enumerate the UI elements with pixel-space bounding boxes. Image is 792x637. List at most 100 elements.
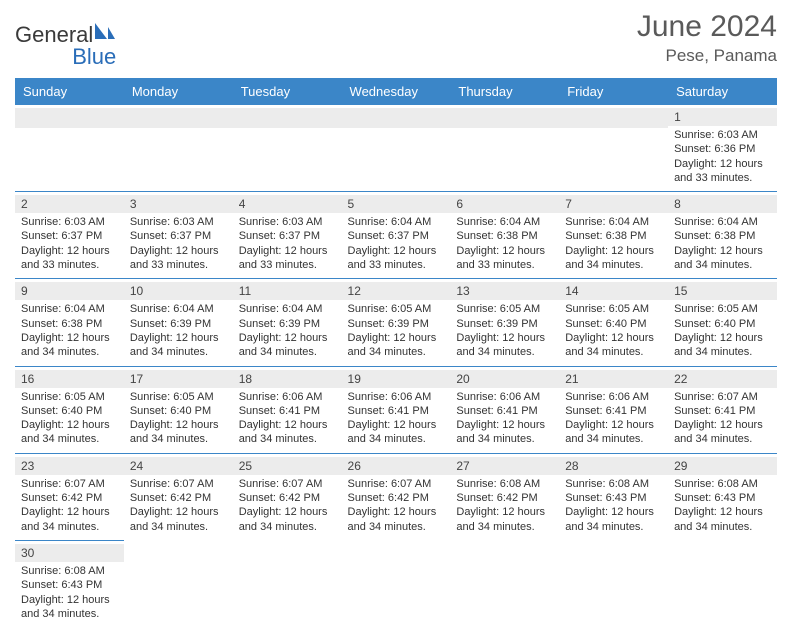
day-number bbox=[342, 108, 451, 128]
day-number: 4 bbox=[233, 195, 342, 213]
sunset: Sunset: 6:37 PM bbox=[348, 229, 445, 243]
calendar-day: 23 Sunrise: 6:07 AMSunset: 6:42 PMDayligh… bbox=[15, 453, 124, 540]
sunrise: Sunrise: 6:03 AM bbox=[21, 215, 118, 229]
sunrise: Sunrise: 6:07 AM bbox=[348, 477, 445, 491]
sunrise: Sunrise: 6:05 AM bbox=[674, 302, 771, 316]
calendar-day: 5Sunrise: 6:04 AMSunset: 6:37 PMDaylight… bbox=[342, 192, 451, 279]
calendar-week: 30Sunrise: 6:08 AMSunset: 6:43 PMDayligh… bbox=[15, 540, 777, 627]
day-info: Sunrise: 6:06 AMSunset: 6:41 PMDaylight:… bbox=[348, 390, 445, 447]
calendar-day bbox=[233, 540, 342, 627]
day-number: 11 bbox=[233, 282, 342, 300]
sunset: Sunset: 6:42 PM bbox=[239, 491, 336, 505]
weekday-header: Thursday bbox=[450, 78, 559, 105]
sunrise: Sunrise: 6:06 AM bbox=[348, 390, 445, 404]
sunrise: Sunrise: 6:07 AM bbox=[130, 477, 227, 491]
sunrise: Sunrise: 6:07 AM bbox=[21, 477, 118, 491]
sunset: Sunset: 6:39 PM bbox=[456, 317, 553, 331]
day-number bbox=[124, 543, 233, 563]
daylight: Daylight: 12 hours and 34 minutes. bbox=[21, 505, 118, 534]
sunrise: Sunrise: 6:05 AM bbox=[565, 302, 662, 316]
day-info: Sunrise: 6:07 AMSunset: 6:41 PMDaylight:… bbox=[674, 390, 771, 447]
day-number: 26 bbox=[342, 457, 451, 475]
daylight: Daylight: 12 hours and 34 minutes. bbox=[239, 331, 336, 360]
day-number bbox=[559, 108, 668, 128]
sunrise: Sunrise: 6:04 AM bbox=[456, 215, 553, 229]
calendar-day: 3 Sunrise: 6:03 AMSunset: 6:37 PMDaylight… bbox=[124, 192, 233, 279]
calendar-day: 24Sunrise: 6:07 AMSunset: 6:42 PMDayligh… bbox=[124, 453, 233, 540]
calendar-day: 9Sunrise: 6:04 AMSunset: 6:38 PMDaylight… bbox=[15, 279, 124, 366]
daylight: Daylight: 12 hours and 33 minutes. bbox=[348, 244, 445, 273]
day-info: Sunrise: 6:05 AMSunset: 6:40 PMDaylight:… bbox=[565, 302, 662, 359]
day-number: 13 bbox=[450, 282, 559, 300]
calendar-day bbox=[450, 105, 559, 192]
sunset: Sunset: 6:36 PM bbox=[674, 142, 771, 156]
calendar-day bbox=[342, 540, 451, 627]
day-number: 18 bbox=[233, 370, 342, 388]
calendar-table: SundayMondayTuesdayWednesdayThursdayFrid… bbox=[15, 78, 777, 627]
day-info: Sunrise: 6:06 AMSunset: 6:41 PMDaylight:… bbox=[239, 390, 336, 447]
sunset: Sunset: 6:37 PM bbox=[130, 229, 227, 243]
day-number bbox=[124, 108, 233, 128]
sunrise: Sunrise: 6:05 AM bbox=[130, 390, 227, 404]
sunset: Sunset: 6:41 PM bbox=[565, 404, 662, 418]
calendar-day: 27Sunrise: 6:08 AMSunset: 6:42 PMDayligh… bbox=[450, 453, 559, 540]
calendar-day: 25Sunrise: 6:07 AMSunset: 6:42 PMDayligh… bbox=[233, 453, 342, 540]
calendar-day: 16Sunrise: 6:05 AMSunset: 6:40 PMDayligh… bbox=[15, 366, 124, 453]
day-info: Sunrise: 6:04 AMSunset: 6:39 PMDaylight:… bbox=[239, 302, 336, 359]
day-number: 22 bbox=[668, 370, 777, 388]
sunrise: Sunrise: 6:08 AM bbox=[456, 477, 553, 491]
title-block: June 2024 Pese, Panama bbox=[637, 10, 777, 66]
calendar-day: 1Sunrise: 6:03 AMSunset: 6:36 PMDaylight… bbox=[668, 105, 777, 192]
day-number: 30 bbox=[15, 544, 124, 562]
day-info: Sunrise: 6:04 AMSunset: 6:38 PMDaylight:… bbox=[456, 215, 553, 272]
day-info: Sunrise: 6:05 AMSunset: 6:40 PMDaylight:… bbox=[130, 390, 227, 447]
calendar-day bbox=[559, 540, 668, 627]
day-number bbox=[450, 108, 559, 128]
sunrise: Sunrise: 6:03 AM bbox=[239, 215, 336, 229]
month-title: June 2024 bbox=[637, 10, 777, 44]
day-number: 25 bbox=[233, 457, 342, 475]
sunset: Sunset: 6:42 PM bbox=[21, 491, 118, 505]
sunrise: Sunrise: 6:07 AM bbox=[239, 477, 336, 491]
day-number bbox=[559, 543, 668, 563]
day-number: 3 bbox=[124, 195, 233, 213]
calendar-week: 23Sunrise: 6:07 AMSunset: 6:42 PMDayligh… bbox=[15, 453, 777, 540]
sunrise: Sunrise: 6:05 AM bbox=[456, 302, 553, 316]
day-number bbox=[15, 108, 124, 128]
daylight: Daylight: 12 hours and 34 minutes. bbox=[348, 505, 445, 534]
weekday-header: Monday bbox=[124, 78, 233, 105]
calendar-week: 9Sunrise: 6:04 AMSunset: 6:38 PMDaylight… bbox=[15, 279, 777, 366]
daylight: Daylight: 12 hours and 34 minutes. bbox=[348, 331, 445, 360]
sunrise: Sunrise: 6:04 AM bbox=[674, 215, 771, 229]
calendar-day bbox=[124, 105, 233, 192]
day-number bbox=[233, 543, 342, 563]
day-number: 21 bbox=[559, 370, 668, 388]
sunset: Sunset: 6:43 PM bbox=[565, 491, 662, 505]
sunset: Sunset: 6:42 PM bbox=[348, 491, 445, 505]
calendar-day: 4Sunrise: 6:03 AMSunset: 6:37 PMDaylight… bbox=[233, 192, 342, 279]
sunset: Sunset: 6:41 PM bbox=[239, 404, 336, 418]
calendar-day: 8Sunrise: 6:04 AMSunset: 6:38 PMDaylight… bbox=[668, 192, 777, 279]
day-number: 29 bbox=[668, 457, 777, 475]
calendar-day: 6Sunrise: 6:04 AMSunset: 6:38 PMDaylight… bbox=[450, 192, 559, 279]
day-number: 23 bbox=[15, 457, 124, 475]
day-number: 1 bbox=[668, 108, 777, 126]
daylight: Daylight: 12 hours and 33 minutes. bbox=[674, 157, 771, 186]
daylight: Daylight: 12 hours and 34 minutes. bbox=[239, 418, 336, 447]
day-info: Sunrise: 6:04 AMSunset: 6:39 PMDaylight:… bbox=[130, 302, 227, 359]
calendar-day: 19Sunrise: 6:06 AMSunset: 6:41 PMDayligh… bbox=[342, 366, 451, 453]
calendar-head: SundayMondayTuesdayWednesdayThursdayFrid… bbox=[15, 78, 777, 105]
weekday-header: Tuesday bbox=[233, 78, 342, 105]
day-info: Sunrise: 6:03 AMSunset: 6:37 PMDaylight:… bbox=[130, 215, 227, 272]
daylight: Daylight: 12 hours and 34 minutes. bbox=[21, 331, 118, 360]
weekday-header: Friday bbox=[559, 78, 668, 105]
day-number: 20 bbox=[450, 370, 559, 388]
calendar-day: 13Sunrise: 6:05 AMSunset: 6:39 PMDayligh… bbox=[450, 279, 559, 366]
sunset: Sunset: 6:41 PM bbox=[674, 404, 771, 418]
sunrise: Sunrise: 6:05 AM bbox=[348, 302, 445, 316]
daylight: Daylight: 12 hours and 33 minutes. bbox=[239, 244, 336, 273]
calendar-day: 11 Sunrise: 6:04 AMSunset: 6:39 PMDayligh… bbox=[233, 279, 342, 366]
day-info: Sunrise: 6:06 AMSunset: 6:41 PMDaylight:… bbox=[565, 390, 662, 447]
sunset: Sunset: 6:42 PM bbox=[130, 491, 227, 505]
daylight: Daylight: 12 hours and 34 minutes. bbox=[130, 331, 227, 360]
